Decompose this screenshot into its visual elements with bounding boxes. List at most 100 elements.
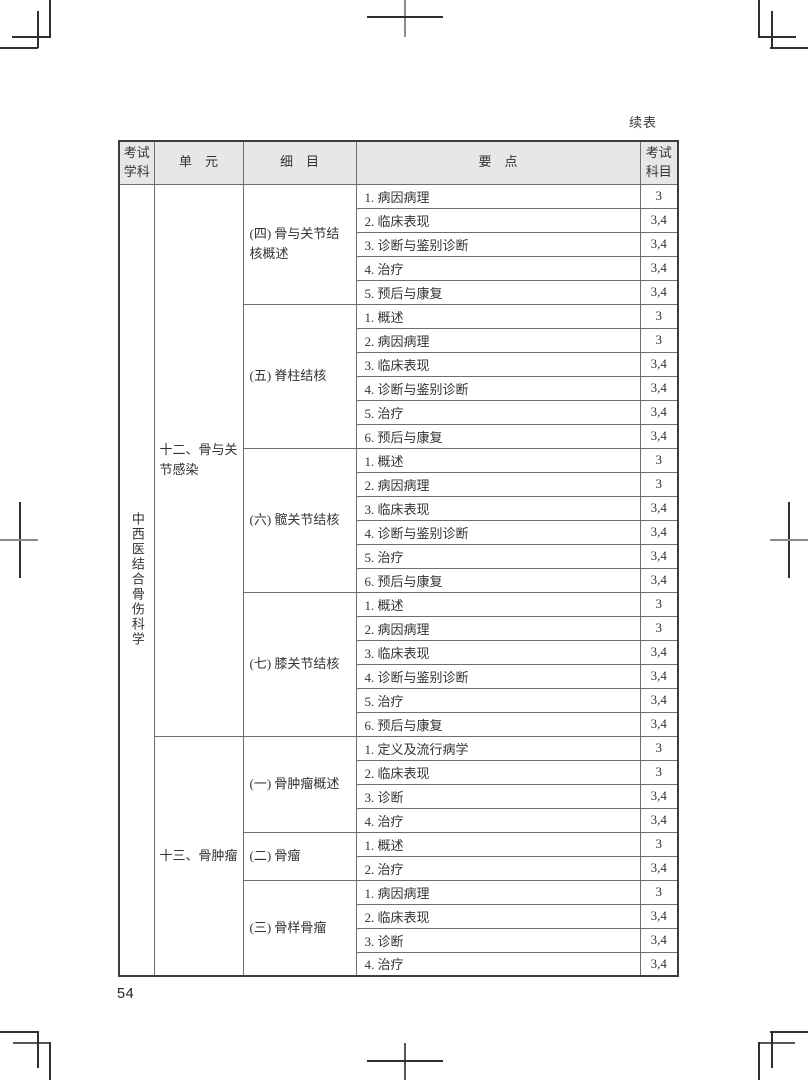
item-cell: (六) 髋关节结核 [242, 447, 357, 593]
key-point-cell: 6. 预后与康复 [355, 711, 641, 737]
item-cell: (七) 膝关节结核 [242, 591, 357, 737]
continued-table-label: 续表 [628, 115, 657, 130]
exam-code-cell: 3 [639, 591, 679, 617]
key-point-cell: 3. 临床表现 [355, 351, 641, 377]
crop-mark-top-right [758, 0, 760, 38]
exam-code-cell: 3,4 [639, 231, 679, 257]
exam-code-cell: 3 [639, 447, 679, 473]
key-point-cell: 4. 诊断与鉴别诊断 [355, 663, 641, 689]
table-row: (二) 骨瘤 1. 概述 3 [119, 831, 679, 881]
exam-subject-cell: 中西医结合骨伤科学 [118, 183, 155, 977]
exam-code-cell: 3,4 [639, 807, 679, 833]
exam-code-cell: 3,4 [639, 519, 679, 545]
exam-code-cell: 3 [639, 471, 679, 497]
key-point-cell: 4. 诊断与鉴别诊断 [355, 519, 641, 545]
item-cell: (五) 脊柱结核 [242, 303, 357, 449]
table-row: 2. 病因病理 3 [119, 327, 679, 353]
crop-mark-middle-left [0, 539, 38, 541]
header-exam-subject: 考试学科 [118, 140, 155, 185]
table-body: 中西医结合骨伤科学 十二、骨与关节感染 (四) 骨与关节结核概述 1. 病因病理 3 2.… [118, 183, 679, 977]
crop-mark-top-right [770, 47, 808, 49]
key-point-cell: 2. 临床表现 [355, 207, 641, 233]
unit-cell: 十三、骨肿瘤 [153, 735, 244, 977]
crop-mark-bottom-left [13, 1042, 50, 1044]
item-cell: (二) 骨瘤 [242, 831, 357, 881]
crop-mark-bottom-right [758, 1042, 795, 1044]
table-row: 3. 诊断与鉴别诊断 3,4 [119, 231, 679, 257]
exam-code-cell: 3 [639, 303, 679, 329]
exam-code-cell: 3,4 [639, 687, 679, 713]
exam-code-cell: 3,4 [639, 951, 679, 977]
item-cell: (一) 骨肿瘤概述 [242, 735, 357, 833]
crop-mark-bottom-left [49, 1042, 51, 1080]
key-point-cell: 1. 定义及流行病学 [355, 735, 641, 761]
exam-code-cell: 3,4 [639, 855, 679, 881]
exam-code-cell: 3 [639, 879, 679, 905]
exam-code-cell: 3,4 [639, 927, 679, 953]
table-row: 十三、骨肿瘤 (一) 骨肿瘤概述 1. 定义及流行病学 3 [119, 735, 679, 977]
page-number: 54 [117, 986, 135, 1002]
crop-mark-top-right [771, 11, 773, 48]
exam-code-cell: 3,4 [639, 423, 679, 449]
exam-code-cell: 3,4 [639, 255, 679, 281]
exam-code-cell: 3,4 [639, 207, 679, 233]
table-row: (五) 脊柱结核 1. 概述 3 [119, 303, 679, 449]
crop-mark-bottom-center [404, 1043, 406, 1080]
crop-mark-middle-right [770, 539, 808, 541]
key-point-cell: 2. 病因病理 [355, 471, 641, 497]
syllabus-table: 考试学科 单 元 细 目 要 点 考试科目 中西医结合骨伤科学 十二、骨与关节感染… [118, 140, 679, 978]
table-row: 中西医结合骨伤科学 十二、骨与关节感染 (四) 骨与关节结核概述 1. 病因病理 3 [118, 183, 679, 977]
crop-mark-bottom-right [770, 1031, 808, 1033]
key-point-cell: 2. 治疗 [355, 855, 641, 881]
key-point-cell: 3. 诊断与鉴别诊断 [355, 231, 641, 257]
item-cell: (四) 骨与关节结核概述 [242, 183, 357, 305]
key-point-cell: 2. 病因病理 [355, 615, 641, 641]
crop-mark-bottom-center [367, 1060, 443, 1062]
key-point-cell: 3. 临床表现 [355, 495, 641, 521]
key-point-cell: 1. 病因病理 [355, 879, 641, 905]
key-point-cell: 1. 概述 [355, 591, 641, 617]
exam-code-cell: 3 [639, 327, 679, 353]
table-row: 3. 临床表现 3,4 [119, 495, 679, 521]
table-row: 6. 预后与康复 3,4 [119, 423, 679, 449]
key-point-cell: 1. 概述 [355, 303, 641, 329]
crop-mark-bottom-right [771, 1031, 773, 1068]
crop-mark-top-left [0, 47, 38, 49]
table-row: 2. 病因病理 3 [119, 615, 679, 641]
unit-cell: 十二、骨与关节感染 [153, 183, 244, 737]
exam-subject-vertical-label: 中西医结合骨伤科学 [129, 512, 145, 648]
header-item: 细 目 [242, 140, 357, 185]
key-point-cell: 4. 诊断与鉴别诊断 [355, 375, 641, 401]
table-row: 5. 治疗 3,4 [119, 543, 679, 569]
key-point-cell: 3. 诊断 [355, 783, 641, 809]
exam-code-cell: 3 [639, 831, 679, 857]
header-key-points: 要 点 [355, 140, 641, 185]
key-point-cell: 4. 治疗 [355, 951, 641, 977]
table-row: 5. 治疗 3,4 [119, 687, 679, 713]
key-point-cell: 1. 概述 [355, 831, 641, 857]
header-exam-codes: 考试科目 [639, 140, 679, 185]
exam-code-cell: 3,4 [639, 663, 679, 689]
table-row: 2. 治疗 3,4 [119, 855, 679, 881]
key-point-cell: 5. 预后与康复 [355, 279, 641, 305]
exam-code-cell: 3 [639, 183, 679, 209]
header-unit: 单 元 [153, 140, 244, 185]
key-point-cell: 5. 治疗 [355, 399, 641, 425]
key-point-cell: 5. 治疗 [355, 543, 641, 569]
exam-code-cell: 3,4 [639, 903, 679, 929]
crop-mark-top-left [49, 0, 51, 38]
table-row: 2. 病因病理 3 [119, 471, 679, 497]
exam-code-cell: 3,4 [639, 711, 679, 737]
table-row: 6. 预后与康复 3,4 [119, 711, 679, 737]
key-point-cell: 6. 预后与康复 [355, 567, 641, 593]
key-point-cell: 6. 预后与康复 [355, 423, 641, 449]
key-point-cell: 5. 治疗 [355, 687, 641, 713]
crop-mark-bottom-right [758, 1042, 760, 1080]
table-header-row: 考试学科 单 元 细 目 要 点 考试科目 [118, 140, 679, 185]
key-point-cell: 4. 治疗 [355, 807, 641, 833]
table-row: 3. 临床表现 3,4 [119, 639, 679, 665]
table-row: 3. 诊断 3,4 [119, 927, 679, 953]
exam-code-cell: 3 [639, 615, 679, 641]
crop-mark-top-center [404, 0, 406, 37]
crop-mark-bottom-left [37, 1031, 39, 1068]
